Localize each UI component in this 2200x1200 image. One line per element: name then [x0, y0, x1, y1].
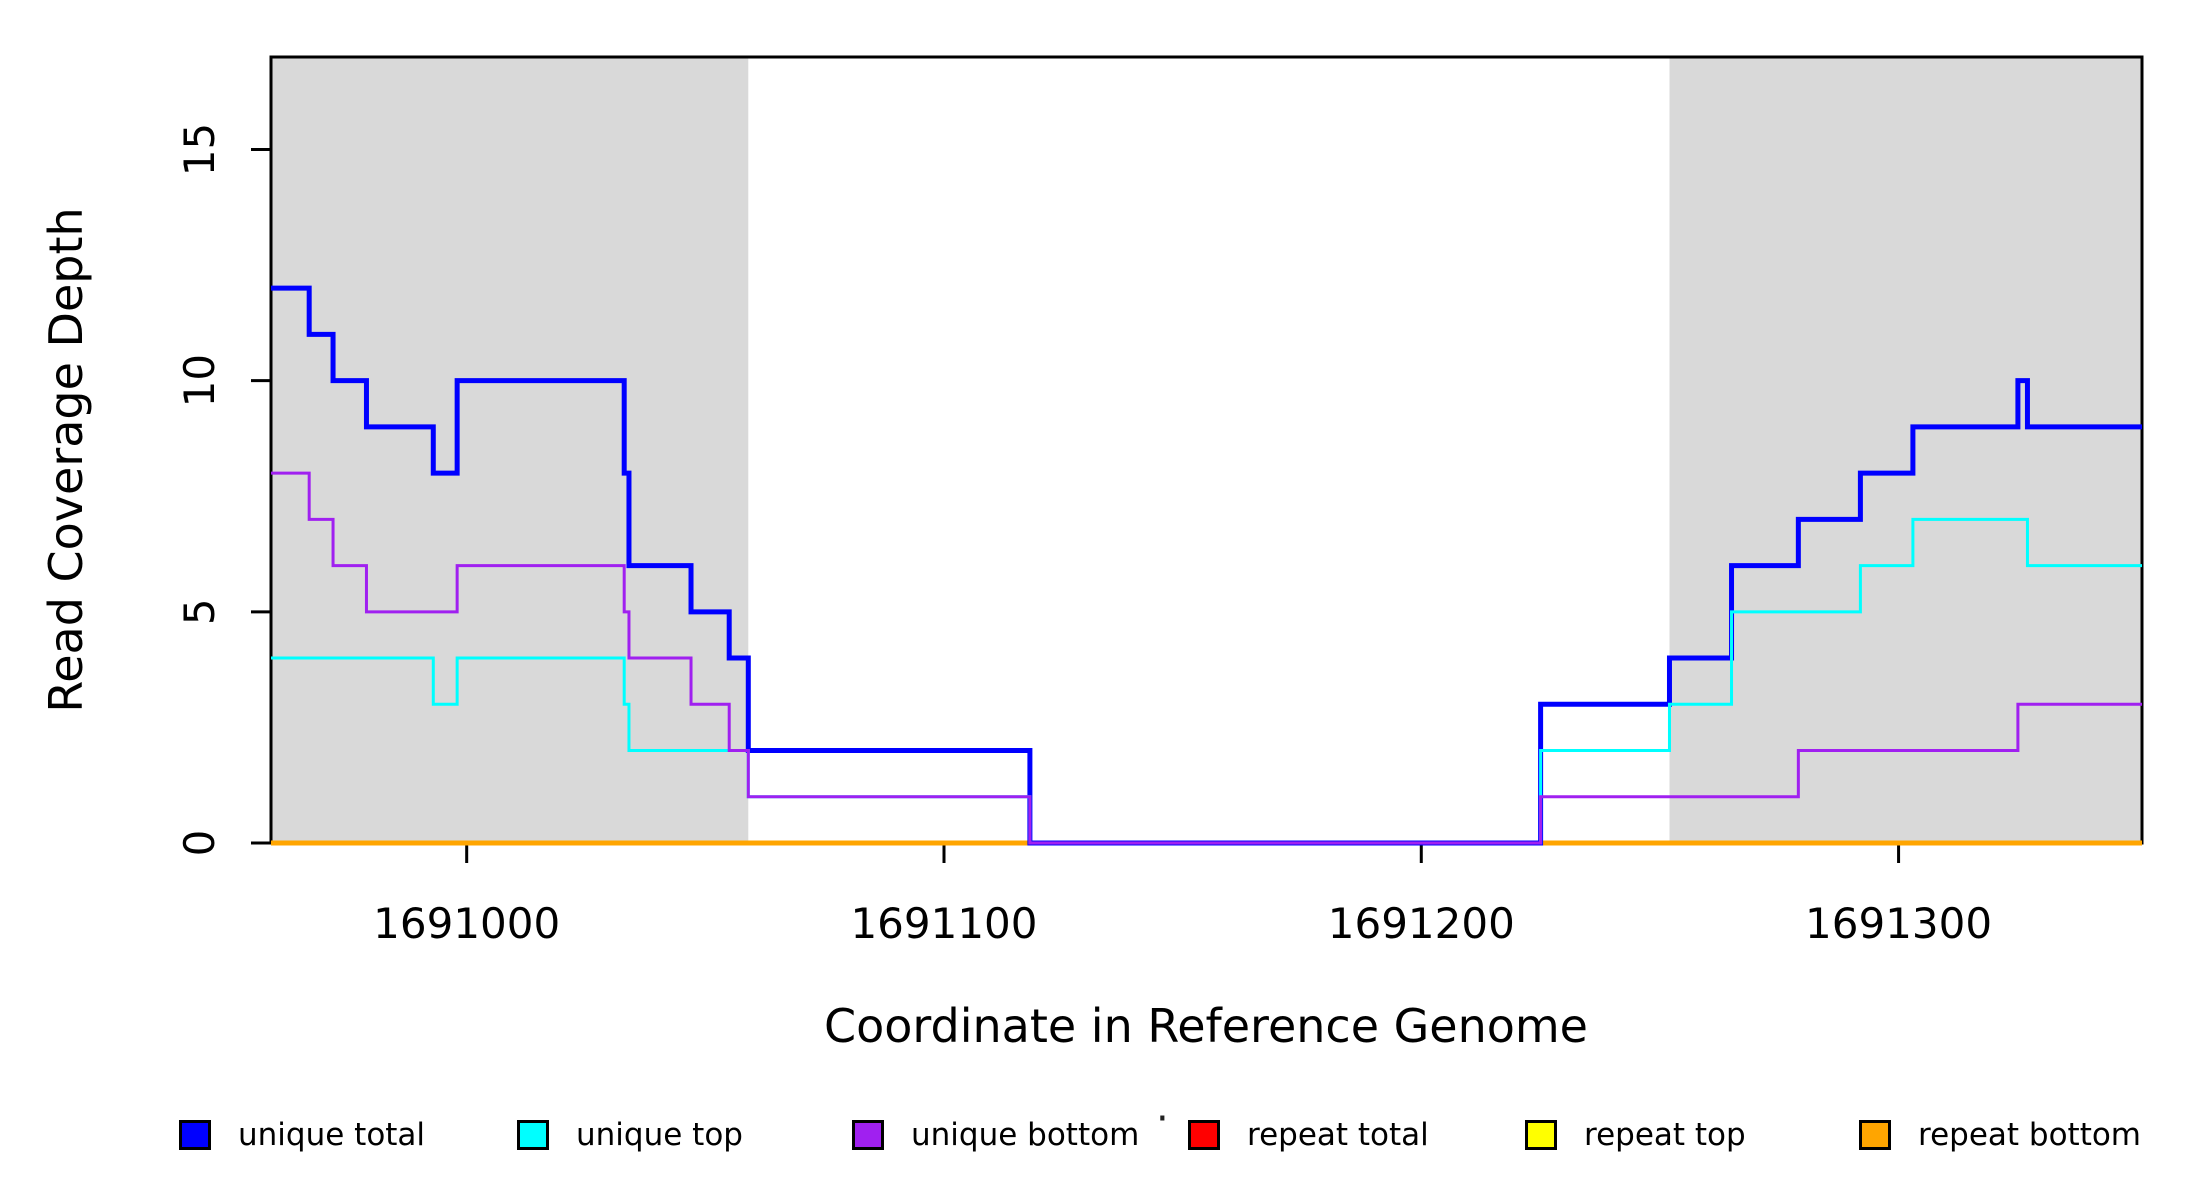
x-tick-label: 1691100: [850, 899, 1037, 948]
y-tick-label: 5: [175, 598, 224, 625]
y-tick-label: 15: [175, 123, 224, 176]
y-tick-label: 10: [175, 354, 224, 407]
y-tick-label: 0: [175, 830, 224, 857]
y-axis-title: Read Coverage Depth: [39, 207, 93, 712]
x-tick-label: 1691200: [1328, 899, 1515, 948]
x-tick-label: 1691000: [373, 899, 560, 948]
series-unique-bottom: [271, 471, 2142, 845]
shaded-region: [1669, 57, 2142, 843]
shaded-region: [271, 57, 749, 843]
x-axis-title: Coordinate in Reference Genome: [824, 999, 1588, 1053]
plot-layers: 1691000 1691100 1691200 1691300 0 5 10 15: [175, 55, 2144, 948]
x-tick-label: 1691300: [1805, 899, 1992, 948]
series-unique-total: [271, 285, 2142, 846]
